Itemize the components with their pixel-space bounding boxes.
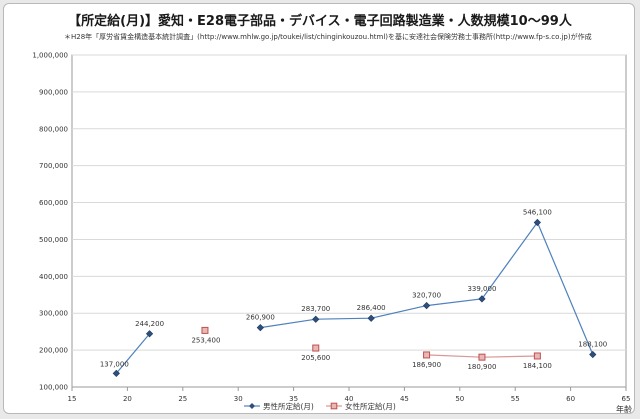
- y-tick-label: 500,000: [39, 236, 68, 244]
- y-tick-label: 300,000: [39, 310, 68, 318]
- male-series-line: [115, 333, 151, 374]
- female-data-label: 205,600: [301, 354, 330, 362]
- line-chart: 100,000 200,000 300,000 400,000 500,000 600,0…: [32, 52, 632, 414]
- male-data-point: [112, 369, 120, 377]
- x-axis-title: 年齢: [616, 404, 632, 414]
- female-legend-label: 女性所定給(月): [345, 401, 396, 411]
- x-tick-label: 65: [622, 395, 631, 403]
- plot-area: [71, 54, 627, 388]
- male-data-label: 546,100: [523, 208, 552, 216]
- y-tick-label: 800,000: [39, 125, 68, 133]
- y-tick-label: 900,000: [39, 88, 68, 96]
- female-data-point: [423, 351, 431, 359]
- male-data-label: 320,700: [412, 292, 441, 300]
- male-data-label: 137,000: [100, 360, 129, 368]
- y-tick-label: 400,000: [39, 273, 68, 281]
- female-data-point: [312, 344, 320, 352]
- chart-frame: 【所定給(月)】愛知・E28電子部品・デバイス・電子回路製造業・人数規模10～9…: [3, 3, 635, 414]
- x-tick-label: 40: [345, 395, 354, 403]
- male-data-point: [422, 301, 431, 310]
- x-tick-label: 55: [511, 395, 520, 403]
- male-data-label: 283,700: [301, 305, 330, 313]
- female-data-point: [201, 326, 209, 334]
- male-legend-label: 男性所定給(月): [263, 401, 314, 411]
- x-tick-label: 15: [68, 395, 77, 403]
- female-data-point: [478, 353, 486, 361]
- male-data-point: [478, 295, 486, 303]
- x-tick-label: 50: [455, 395, 464, 403]
- male-data-point: [256, 324, 264, 332]
- female-data-label: 180,900: [467, 363, 496, 371]
- x-tick-label: 20: [123, 395, 132, 403]
- x-tick-label: 60: [566, 395, 575, 403]
- x-tick-label: 35: [289, 395, 298, 403]
- female-data-label: 184,100: [523, 362, 552, 370]
- male-data-point: [589, 350, 597, 359]
- male-data-label: 244,200: [135, 320, 164, 328]
- y-tick-label: 200,000: [39, 347, 68, 355]
- female-data-point: [533, 352, 541, 360]
- y-tick-label: 1,000,000: [32, 52, 68, 60]
- female-data-label: 253,400: [191, 336, 220, 344]
- male-data-point: [367, 314, 375, 322]
- male-data-label: 260,900: [246, 314, 275, 322]
- y-tick-label: 600,000: [39, 199, 68, 207]
- x-tick-label: 45: [400, 395, 409, 403]
- x-tick-label: 30: [234, 395, 243, 403]
- male-legend-marker: [249, 403, 255, 409]
- male-data-point: [533, 218, 541, 227]
- male-data-label: 339,000: [467, 285, 496, 293]
- chart-title: 【所定給(月)】愛知・E28電子部品・デバイス・電子回路製造業・人数規模10～9…: [68, 14, 572, 29]
- male-data-point: [312, 315, 320, 323]
- male-data-point: [145, 330, 154, 338]
- male-series-line: [260, 221, 594, 355]
- male-data-label: 188,100: [578, 341, 607, 349]
- female-data-label: 186,900: [412, 361, 441, 369]
- x-tick-label: 25: [178, 395, 187, 403]
- y-tick-label: 100,000: [39, 384, 68, 392]
- female-legend-marker: [330, 402, 338, 410]
- male-data-label: 286,400: [357, 304, 386, 312]
- chart-source-note: ＊H28年「厚労省賃金構造基本統計調査」(http://www.mhlw.go.…: [64, 33, 592, 41]
- y-tick-label: 700,000: [39, 162, 68, 170]
